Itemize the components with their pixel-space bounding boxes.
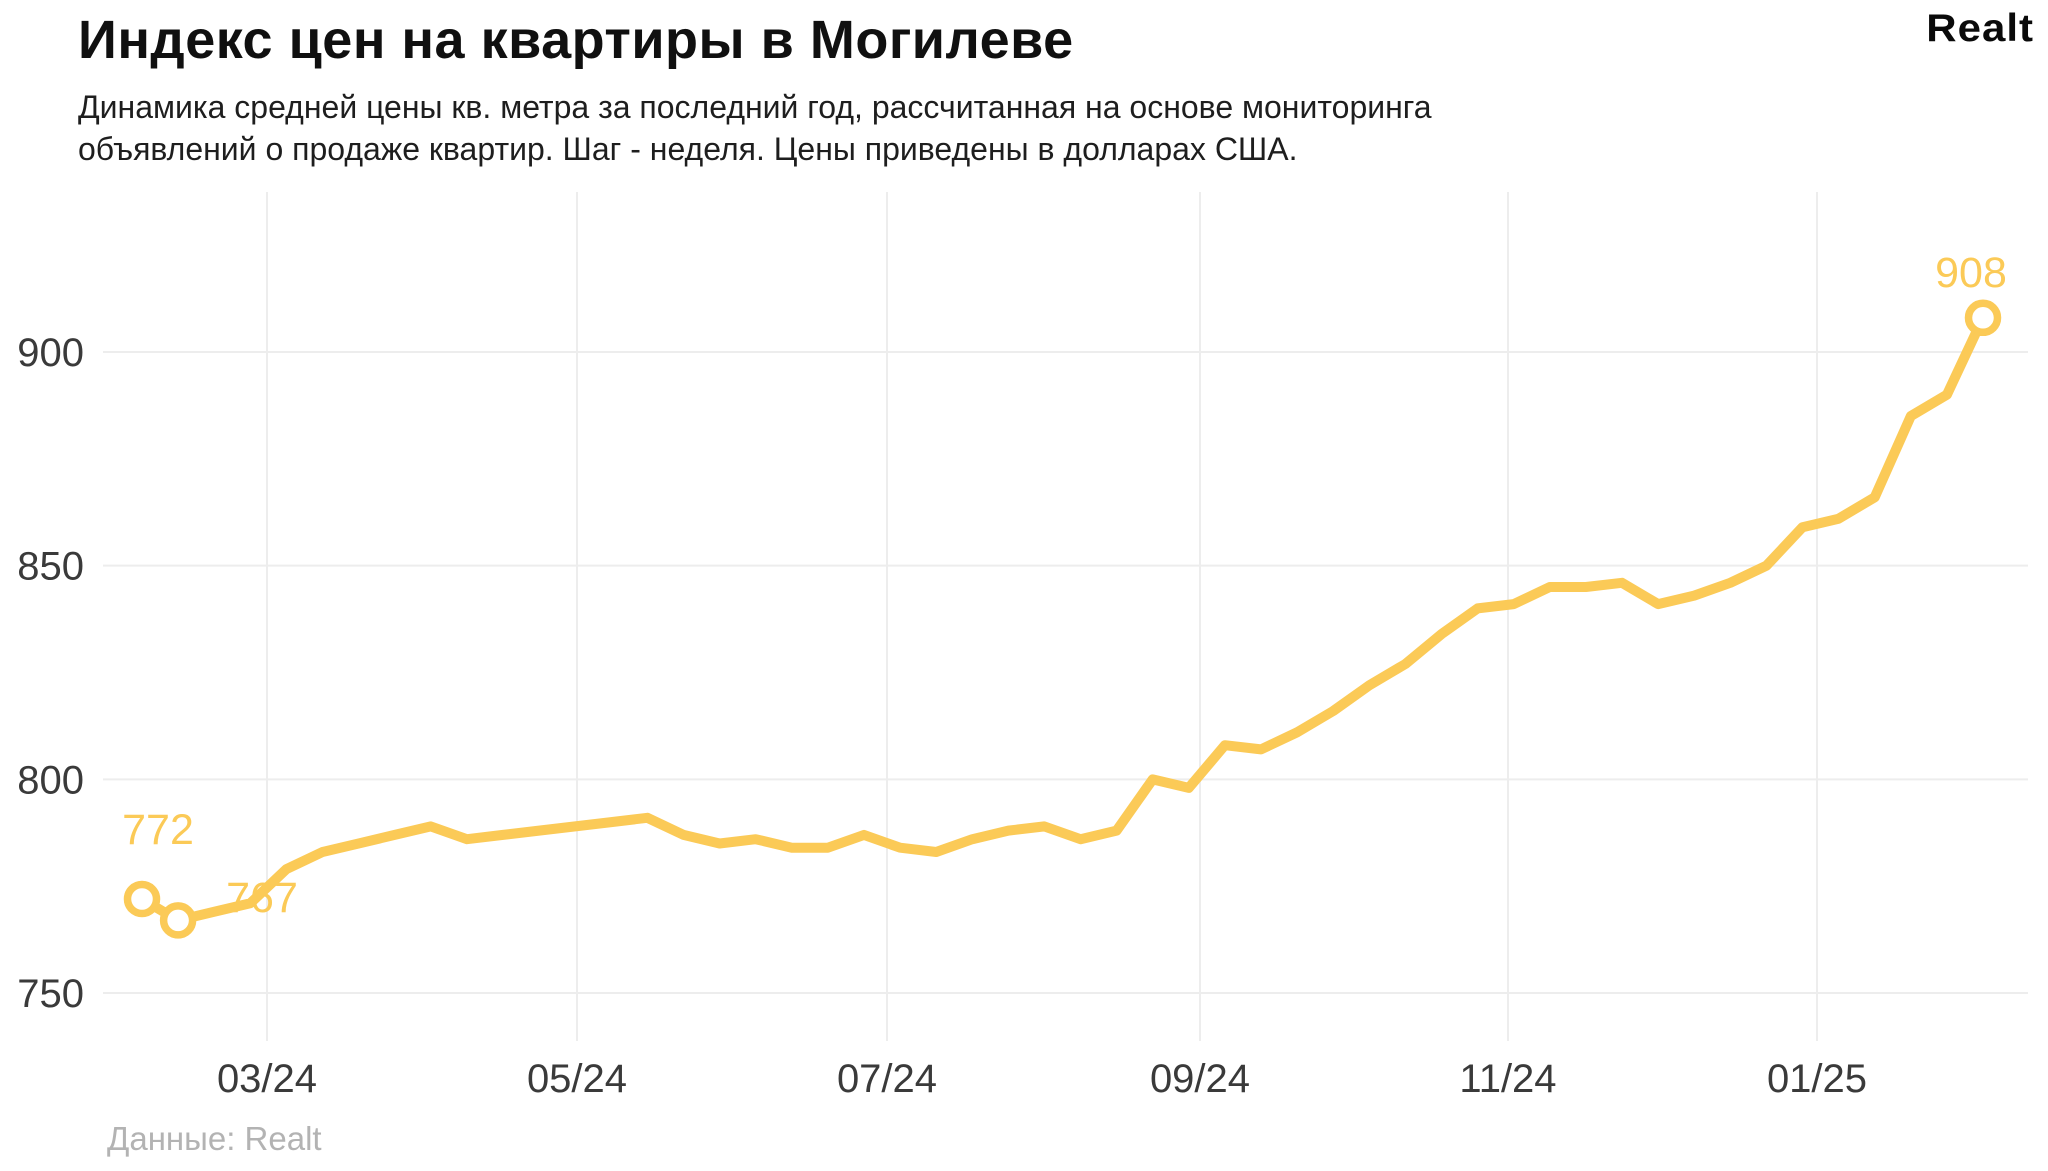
- realt-logo: Realt: [1926, 6, 2034, 50]
- x-tick-label: 03/24: [217, 1057, 317, 1101]
- data-source-note: Данные: Realt: [107, 1120, 322, 1157]
- point-value-label: 772: [122, 806, 194, 854]
- x-tick-label: 01/25: [1767, 1057, 1867, 1101]
- data-point-marker: [159, 902, 197, 939]
- x-tick-label: 11/24: [1459, 1057, 1556, 1101]
- price-line: [137, 312, 1988, 926]
- x-tick-label: 05/24: [527, 1057, 627, 1101]
- chart-subtitle: Динамика средней цены кв. метра за после…: [78, 86, 1432, 170]
- data-point-marker: [123, 880, 161, 918]
- chart-subtitle-line2: объявлений о продаже квартир. Шаг - неде…: [78, 131, 1298, 167]
- chart-subtitle-line1: Динамика средней цены кв. метра за после…: [78, 89, 1432, 125]
- x-tick-label: 09/24: [1150, 1057, 1250, 1101]
- x-tick-label: 07/24: [837, 1057, 937, 1101]
- point-value-label: 767: [226, 874, 298, 922]
- point-value-label: 908: [1935, 249, 2007, 297]
- y-tick-label: 800: [17, 758, 84, 802]
- y-tick-label: 900: [17, 331, 84, 375]
- y-tick-label: 850: [17, 545, 84, 589]
- data-point-marker: [1964, 299, 2002, 337]
- y-tick-label: 750: [17, 972, 84, 1016]
- page-title: Индекс цен на квартиры в Могилеве: [78, 10, 1074, 70]
